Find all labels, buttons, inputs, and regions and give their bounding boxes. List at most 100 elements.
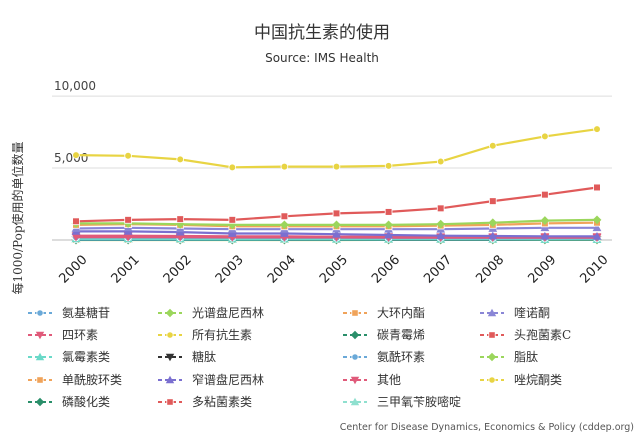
data-point <box>592 215 602 225</box>
legend-item: 窄谱盘尼西林 <box>158 372 264 387</box>
legend-item: 光谱盘尼西林 <box>158 305 264 320</box>
legend-item: 单酰胺环类 <box>28 373 122 387</box>
data-point <box>72 217 80 226</box>
data-point <box>228 216 237 224</box>
y-tick-label: 10,000 <box>54 79 96 93</box>
data-point <box>384 220 393 230</box>
data-point <box>280 220 289 230</box>
legend-label: 其他 <box>377 373 401 387</box>
series-所有抗生素 <box>72 125 601 172</box>
legend-item: 多粘菌素类 <box>158 394 252 409</box>
data-point <box>384 162 393 170</box>
grid-lines <box>52 95 612 241</box>
legend-marker <box>36 309 44 317</box>
legend-marker <box>351 309 359 317</box>
legend-marker <box>35 331 45 340</box>
legend-item: 糖肽 <box>158 349 216 364</box>
legend-label: 磷酸化类 <box>62 394 110 409</box>
data-point <box>488 218 498 228</box>
data-point <box>280 212 289 221</box>
legend-marker <box>166 398 174 406</box>
data-point <box>280 229 289 237</box>
legend-item: 脂肽 <box>480 349 538 364</box>
legend-item: 碳青霉烯 <box>343 328 425 342</box>
data-point <box>176 155 185 164</box>
data-point <box>592 223 602 232</box>
data-point <box>175 219 185 229</box>
x-tick-label: 2009 <box>525 253 559 287</box>
data-point <box>540 216 550 225</box>
legend-label: 唑烷酮类 <box>514 373 562 387</box>
data-point <box>540 231 550 240</box>
legend-label: 喹诺酮 <box>514 305 550 320</box>
legend-item: 大环内酯 <box>343 306 425 320</box>
x-tick-label: 2006 <box>369 253 403 287</box>
data-point <box>72 151 80 159</box>
legend-marker <box>36 376 44 384</box>
data-point <box>541 190 549 199</box>
legend-marker <box>487 308 497 317</box>
legend-item: 喹诺酮 <box>480 305 550 320</box>
legend-marker <box>350 376 360 385</box>
legend-marker <box>488 331 496 339</box>
legend-item: 头孢菌素C <box>480 328 571 342</box>
legend-marker <box>35 352 45 361</box>
legend-item: 四环素 <box>28 328 98 342</box>
data-point <box>384 230 393 239</box>
series-头孢菌素C <box>72 183 601 226</box>
legend-item: 氯霉素类 <box>28 350 110 364</box>
data-point <box>593 183 601 192</box>
legend-label: 氯霉素类 <box>62 350 110 364</box>
legend-label: 氨基糖苷 <box>62 305 110 320</box>
series-line <box>75 128 598 169</box>
data-point <box>593 125 601 133</box>
data-point <box>124 152 132 160</box>
y-tick-label: 5,000 <box>54 151 88 165</box>
legend-marker <box>488 376 496 384</box>
x-tick-label: 2008 <box>473 253 507 287</box>
data-point <box>541 132 549 141</box>
legend-label: 多粘菌素类 <box>192 394 252 409</box>
data-point <box>592 232 602 240</box>
legend-label: 窄谱盘尼西林 <box>192 372 264 387</box>
legend-label: 糖肽 <box>192 349 216 364</box>
legend-label: 所有抗生素 <box>192 327 252 342</box>
legend-marker <box>165 353 175 362</box>
data-point <box>436 204 445 213</box>
chart-title: 中国抗生素的使用 <box>254 22 390 43</box>
data-point <box>228 163 237 172</box>
legend-item: 唑烷酮类 <box>480 373 562 387</box>
chart-credit: Center for Disease Dynamics, Economics &… <box>340 422 634 433</box>
data-point <box>332 229 341 238</box>
data-point <box>540 223 550 232</box>
data-point <box>436 219 446 229</box>
data-point <box>488 231 498 240</box>
legend-marker <box>165 308 175 318</box>
legend-item: 其他 <box>343 373 401 387</box>
series-lines <box>71 125 602 245</box>
data-point <box>176 215 185 223</box>
data-point <box>384 208 393 216</box>
legend-label: 四环素 <box>62 328 98 342</box>
legend-item: 氨酰环素 <box>343 350 425 364</box>
legend-marker <box>165 375 175 384</box>
x-tick-label: 2005 <box>317 253 351 287</box>
data-point <box>436 231 446 240</box>
legend-label: 氨酰环素 <box>377 350 425 364</box>
legend-label: 光谱盘尼西林 <box>192 305 264 320</box>
x-tick-label: 2010 <box>578 253 612 287</box>
legend-marker <box>350 397 360 406</box>
legend-marker <box>350 330 360 340</box>
legend-marker <box>35 397 45 407</box>
legend-marker <box>487 352 497 362</box>
y-axis-label: 每1000/Pop使用的单位数量 <box>10 141 25 294</box>
data-point <box>227 229 237 237</box>
legend-item: 氨基糖苷 <box>28 305 110 320</box>
data-point <box>280 162 289 171</box>
legend-label: 脂肽 <box>514 349 538 364</box>
data-point <box>436 157 445 166</box>
legend-marker <box>351 353 359 361</box>
data-point <box>332 209 341 218</box>
